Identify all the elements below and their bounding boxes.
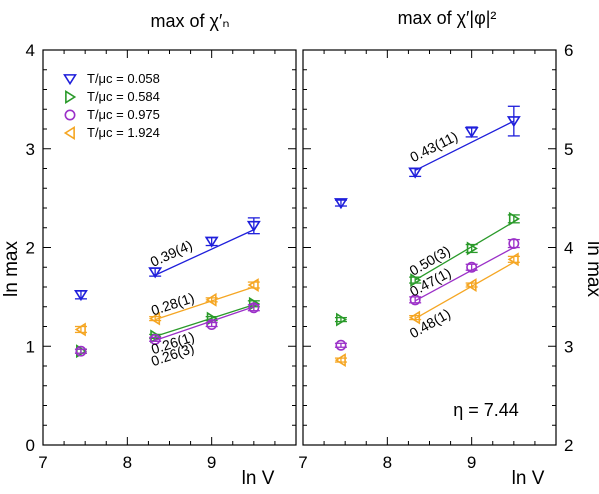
y-tick-label: 4 xyxy=(26,41,35,60)
y-tick-label: 0 xyxy=(26,436,35,455)
legend-entry: T/μc = 1.924 xyxy=(63,125,160,140)
fit-slope-label: 0.43(11) xyxy=(407,128,460,165)
right-ylabel: ln max xyxy=(583,241,599,297)
legend: T/μc = 0.058 T/μc = 0.584 T/μc = 0.975 T/μc… xyxy=(63,71,160,140)
data-point xyxy=(74,289,88,302)
legend-marker xyxy=(63,74,77,86)
y-tick-label: 5 xyxy=(564,140,573,159)
fit-line xyxy=(414,120,515,172)
fit-line xyxy=(154,306,255,341)
y-tick-label: 3 xyxy=(564,337,573,356)
legend-entry: T/μc = 0.975 xyxy=(64,107,160,122)
legend-label: T/μc = 1.924 xyxy=(87,125,160,140)
fit-slope-label: 0.39(4) xyxy=(148,237,195,270)
right-panel-title: max of χ′|φ|² xyxy=(398,8,497,28)
data-point xyxy=(247,278,259,292)
x-tick-label: 9 xyxy=(467,453,476,472)
x-tick-label: 8 xyxy=(383,453,392,472)
fit-line xyxy=(154,229,255,276)
data-point xyxy=(465,278,477,292)
data-point xyxy=(408,310,421,325)
data-point xyxy=(148,311,161,326)
series-0 xyxy=(334,105,521,210)
y-tick-label: 2 xyxy=(564,436,573,455)
x-tick-label: 7 xyxy=(298,453,307,472)
data-point xyxy=(464,127,479,139)
legend-marker xyxy=(64,109,76,121)
data-point xyxy=(507,252,519,267)
legend-marker xyxy=(63,126,75,140)
y-tick-label: 4 xyxy=(564,239,573,258)
data-point xyxy=(148,267,163,279)
y-tick-label: 1 xyxy=(26,337,35,356)
legend-label: T/μc = 0.584 xyxy=(87,89,160,104)
legend-marker xyxy=(65,90,77,104)
x-tick-label: 7 xyxy=(38,453,47,472)
x-tick-label: 9 xyxy=(207,453,216,472)
fit-line xyxy=(414,221,515,281)
series-0 xyxy=(74,217,261,302)
fit-line xyxy=(414,246,515,302)
data-point xyxy=(409,294,421,306)
legend-label: T/μc = 0.975 xyxy=(87,107,160,122)
data-point xyxy=(334,198,348,210)
data-point xyxy=(334,353,346,368)
fit-line xyxy=(154,304,255,337)
left-panel-title: max of χ′ₙ xyxy=(150,11,229,31)
series-3 xyxy=(334,252,520,368)
data-point xyxy=(335,339,347,351)
fit-line xyxy=(414,261,515,320)
left-xlabel: ln V xyxy=(242,468,275,489)
data-point xyxy=(75,345,87,357)
legend-entry: T/μc = 0.058 xyxy=(63,71,160,86)
right-panel: max of χ′|φ|² ln max ln V η = 7.44 7 8 9 2 3… xyxy=(298,8,599,489)
data-point xyxy=(466,261,478,273)
series-2 xyxy=(334,238,520,351)
data-point xyxy=(205,292,217,307)
data-point xyxy=(508,211,521,226)
data-point xyxy=(466,241,478,256)
series-3 xyxy=(74,278,260,337)
left-ylabel: ln max xyxy=(1,241,22,297)
data-point xyxy=(246,220,261,232)
series-1 xyxy=(334,211,521,327)
y-tick-label: 2 xyxy=(26,239,35,258)
x-tick-label: 8 xyxy=(123,453,132,472)
data-point xyxy=(248,302,260,314)
data-point xyxy=(149,333,161,345)
eta-annotation: η = 7.44 xyxy=(453,400,519,420)
y-tick-label: 6 xyxy=(564,41,573,60)
y-tick-label: 3 xyxy=(26,140,35,159)
data-point xyxy=(506,116,521,128)
left-panel: max of χ′ₙ ln max ln V 7 8 9012340.39(4)0.… xyxy=(1,11,297,489)
data-point xyxy=(408,167,423,179)
data-point xyxy=(206,319,218,331)
legend-entry: T/μc = 0.584 xyxy=(65,89,160,104)
data-point xyxy=(74,322,86,337)
fit-line xyxy=(154,286,255,321)
data-point xyxy=(410,273,422,288)
legend-label: T/μc = 0.058 xyxy=(87,71,160,86)
right-xlabel: ln V xyxy=(512,468,545,489)
data-point xyxy=(204,236,219,248)
series-2 xyxy=(74,302,260,357)
data-point xyxy=(336,312,348,327)
data-point xyxy=(508,238,520,250)
